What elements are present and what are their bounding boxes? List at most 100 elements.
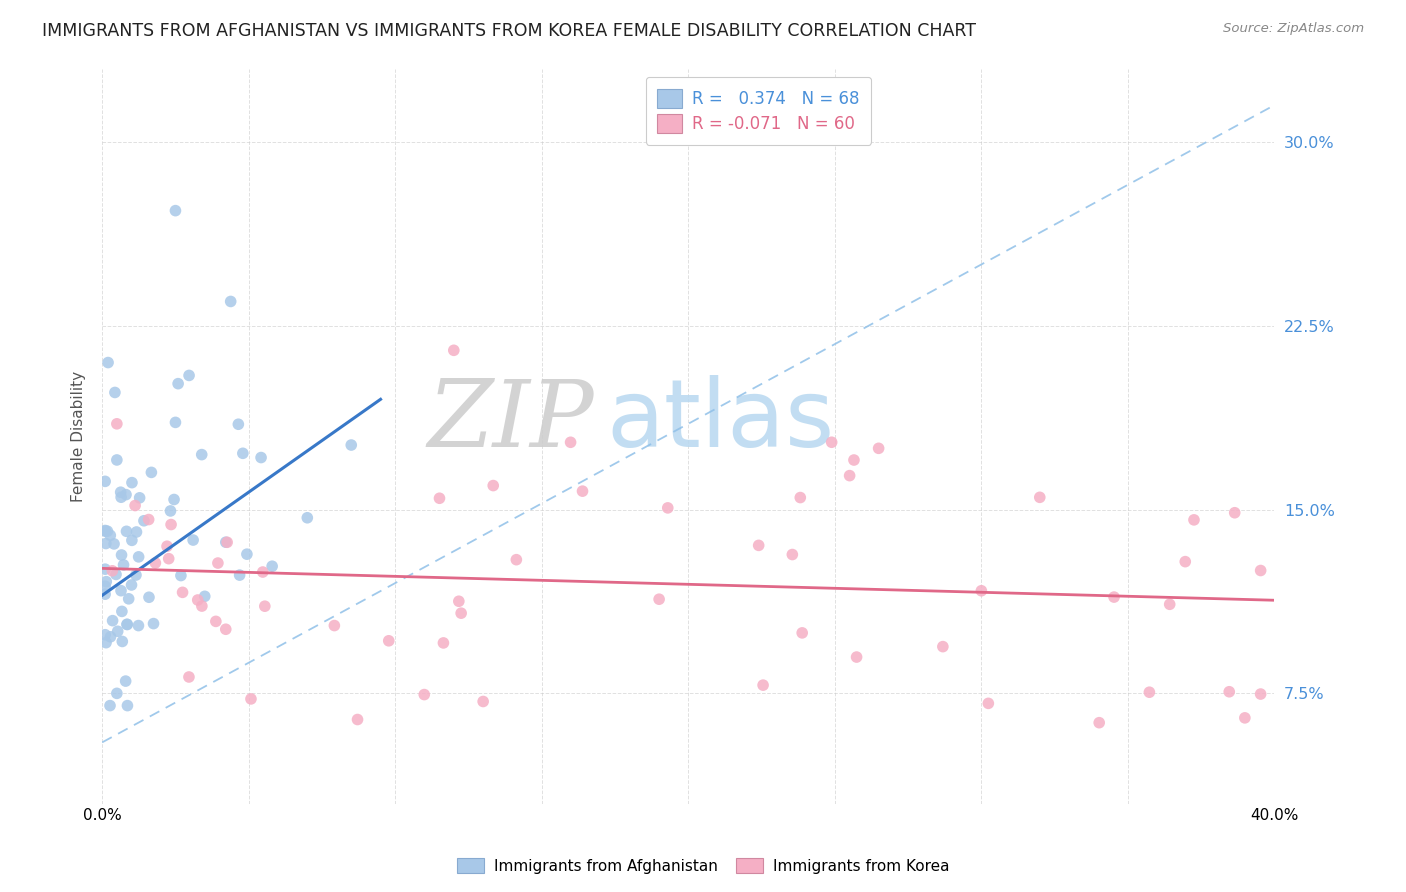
Point [648, 592, 671, 607]
Point [125, 568, 148, 582]
Point [138, 591, 160, 605]
Point [845, 650, 868, 665]
Point [115, 617, 138, 632]
Point [207, 556, 229, 570]
Point [127, 618, 149, 632]
Point [429, 491, 451, 506]
Point [103, 537, 125, 551]
Point [125, 524, 148, 539]
Point [118, 591, 141, 606]
Point [128, 549, 150, 564]
Point [1137, 685, 1160, 699]
Point [117, 617, 139, 632]
Point [110, 548, 132, 562]
Point [472, 694, 495, 708]
Point [165, 203, 187, 218]
Point [121, 578, 143, 592]
Point [94, 635, 117, 649]
Point [377, 633, 399, 648]
Point [792, 626, 814, 640]
Point [163, 492, 186, 507]
Point [104, 385, 127, 400]
Point [94, 579, 117, 593]
Point [262, 559, 284, 574]
Point [177, 368, 200, 383]
Point [205, 615, 228, 629]
Point [114, 674, 136, 689]
Point [141, 466, 163, 480]
Point [94, 524, 117, 538]
Point [94, 628, 117, 642]
Point [215, 535, 238, 549]
Point [932, 640, 955, 654]
Point [232, 446, 254, 460]
Point [100, 630, 122, 644]
Point [194, 590, 217, 604]
Point [170, 568, 193, 582]
Point [1250, 564, 1272, 578]
Point [228, 568, 250, 582]
Point [1174, 555, 1197, 569]
Point [98, 698, 121, 713]
Point [252, 565, 274, 579]
Point [1029, 491, 1052, 505]
Point [165, 416, 187, 430]
Point [112, 558, 135, 572]
Point [159, 504, 181, 518]
Point [111, 634, 134, 648]
Point [657, 500, 679, 515]
Point [172, 585, 194, 599]
Point [96, 524, 118, 538]
Point [217, 535, 239, 549]
Point [111, 604, 134, 618]
Point [977, 697, 1000, 711]
Point [167, 376, 190, 391]
Point [101, 564, 124, 578]
Point [970, 583, 993, 598]
Point [250, 450, 273, 465]
Point [94, 536, 117, 550]
Legend: R =   0.374   N = 68, R = -0.071   N = 60: R = 0.374 N = 68, R = -0.071 N = 60 [645, 77, 872, 145]
Point [160, 517, 183, 532]
Point [190, 448, 212, 462]
Text: Source: ZipAtlas.com: Source: ZipAtlas.com [1223, 22, 1364, 36]
Legend: Immigrants from Afghanistan, Immigrants from Korea: Immigrants from Afghanistan, Immigrants … [451, 852, 955, 880]
Point [94, 587, 117, 601]
Point [110, 490, 132, 504]
Point [105, 567, 128, 582]
Point [1182, 513, 1205, 527]
Point [132, 514, 155, 528]
Point [110, 485, 132, 500]
Point [432, 636, 454, 650]
Point [115, 524, 138, 539]
Point [505, 552, 527, 566]
Point [191, 599, 214, 613]
Point [413, 688, 436, 702]
Point [842, 453, 865, 467]
Point [96, 574, 118, 589]
Point [443, 343, 465, 358]
Point [482, 478, 505, 492]
Point [215, 622, 238, 636]
Point [228, 417, 250, 432]
Point [94, 524, 117, 538]
Y-axis label: Female Disability: Female Disability [72, 370, 86, 501]
Point [128, 491, 150, 505]
Point [97, 355, 120, 369]
Point [121, 533, 143, 548]
Point [1223, 506, 1246, 520]
Point [782, 548, 804, 562]
Point [94, 475, 117, 489]
Point [239, 692, 262, 706]
Point [1102, 590, 1125, 604]
Point [107, 624, 129, 639]
Text: atlas: atlas [606, 376, 834, 467]
Point [177, 670, 200, 684]
Point [138, 512, 160, 526]
Point [560, 435, 582, 450]
Point [145, 556, 167, 570]
Point [117, 698, 139, 713]
Point [838, 468, 860, 483]
Point [236, 547, 259, 561]
Point [323, 618, 346, 632]
